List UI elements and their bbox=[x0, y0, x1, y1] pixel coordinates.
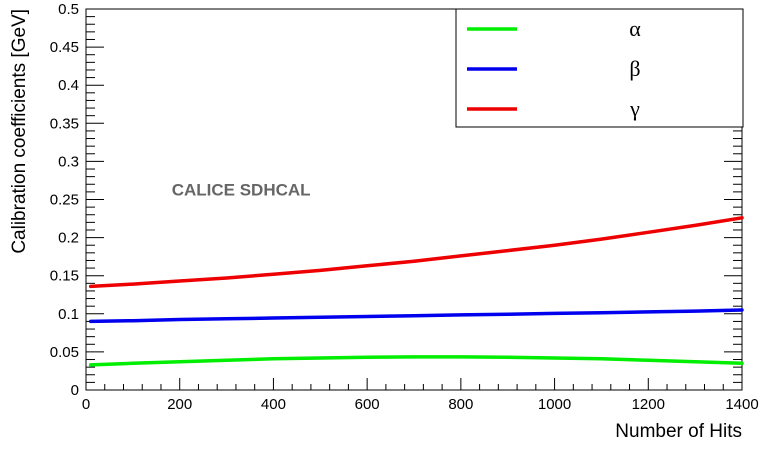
y-tick-label: 0.2 bbox=[58, 230, 79, 247]
annotation-label: CALICE SDHCAL bbox=[172, 181, 311, 200]
x-tick-label: 1200 bbox=[632, 396, 665, 413]
y-tick-label: 0.15 bbox=[50, 268, 79, 285]
x-tick-label: 1400 bbox=[725, 396, 758, 413]
x-tick-label: 1000 bbox=[538, 396, 571, 413]
x-tick-label: 400 bbox=[261, 396, 286, 413]
series-line-1 bbox=[88, 308, 744, 324]
x-tick-label: 200 bbox=[167, 396, 192, 413]
legend: αβγ bbox=[455, 8, 744, 128]
y-tick-label: 0.1 bbox=[58, 306, 79, 323]
x-tick-label: 800 bbox=[448, 396, 473, 413]
x-tick-label: 600 bbox=[355, 396, 380, 413]
legend-label-0: α bbox=[629, 16, 641, 41]
y-axis-title: Calibration coefficients [GeV] bbox=[9, 9, 30, 254]
series-line-0 bbox=[88, 355, 744, 367]
x-axis-title: Number of Hits bbox=[615, 421, 742, 442]
axis-tick-labels: 0 200 400 600 800 1000 1200 1400 0 0.05 0.1 0.15 0.2… bbox=[50, 1, 759, 413]
y-tick-label: 0.25 bbox=[50, 192, 79, 209]
legend-label-1: β bbox=[629, 56, 640, 81]
y-tick-label: 0.35 bbox=[50, 115, 79, 132]
legend-label-2: γ bbox=[629, 96, 640, 121]
y-tick-label: 0.5 bbox=[58, 1, 79, 18]
x-tick-label: 0 bbox=[82, 396, 90, 413]
series-line-2 bbox=[88, 216, 744, 289]
y-tick-label: 0 bbox=[71, 382, 79, 399]
y-tick-label: 0.3 bbox=[58, 153, 79, 170]
y-tick-label: 0.4 bbox=[58, 77, 79, 94]
series-layer bbox=[88, 216, 744, 367]
y-tick-label: 0.05 bbox=[50, 344, 79, 361]
y-tick-label: 0.45 bbox=[50, 39, 79, 56]
